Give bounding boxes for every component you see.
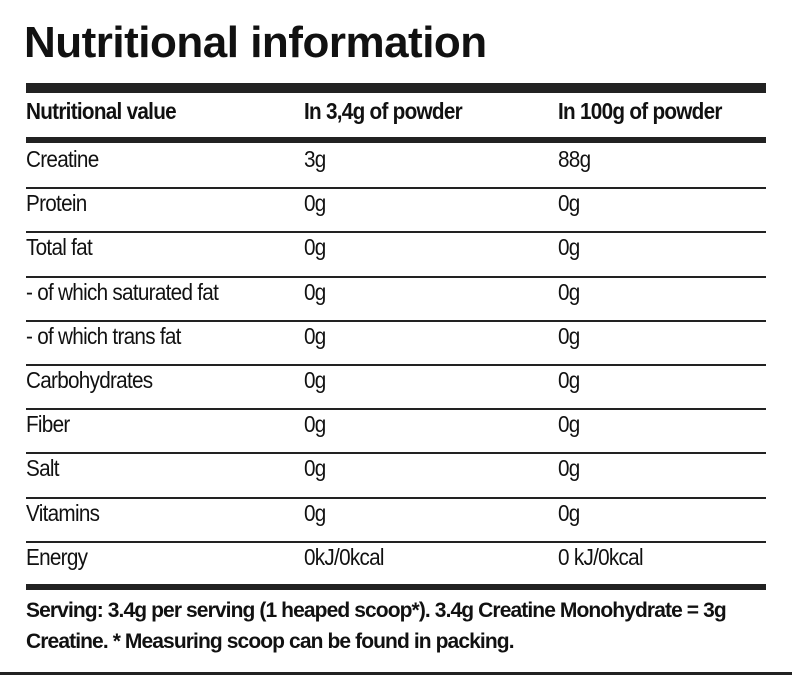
row-value: 0g — [558, 367, 580, 393]
row-label: - of which trans fat — [26, 322, 181, 349]
row-value: 0g — [558, 455, 580, 482]
row-value: 0g — [558, 499, 580, 526]
row-value: 0 kJ/0kcal — [558, 543, 644, 570]
bottom-rule — [0, 672, 792, 675]
row-value: 0g — [304, 234, 326, 261]
row-label: Fiber — [26, 411, 70, 438]
row-label: Creatine — [26, 146, 99, 172]
row-divider — [26, 275, 766, 278]
row-value: 0g — [558, 190, 580, 217]
row-divider — [26, 408, 766, 411]
row-value: 0g — [304, 190, 326, 217]
row-value: 0g — [304, 367, 326, 393]
row-value: 0g — [304, 278, 326, 305]
row-label: Total fat — [26, 234, 93, 261]
row-value: 0g — [558, 411, 580, 438]
header-rule — [26, 137, 766, 143]
row-divider — [26, 496, 766, 499]
row-divider — [26, 364, 766, 366]
row-value: 0g — [304, 499, 326, 526]
row-label: Salt — [26, 455, 60, 482]
row-label: Carbohydrates — [26, 367, 153, 393]
row-label: Protein — [26, 190, 87, 217]
row-divider — [26, 540, 766, 543]
row-value: 0g — [558, 278, 580, 305]
footnote: Serving: 3.4g per serving (1 heaped scoo… — [26, 599, 727, 653]
row-divider — [26, 319, 766, 322]
row-value: 3g — [304, 146, 326, 172]
header-cell: In 100g of powder — [558, 98, 722, 124]
row-label: Vitamins — [26, 499, 100, 526]
row-value: 88g — [558, 146, 591, 172]
table-bottom-rule — [26, 584, 766, 590]
row-divider — [26, 187, 766, 190]
row-value: 0g — [304, 411, 326, 438]
top-rule — [26, 83, 766, 93]
row-value: 0g — [558, 234, 580, 261]
row-value: 0g — [304, 322, 326, 349]
row-divider — [26, 231, 766, 234]
header-cell: Nutritional value — [26, 98, 177, 124]
row-value: 0kJ/0kcal — [304, 543, 385, 570]
row-value: 0g — [304, 455, 326, 482]
title: Nutritional information — [24, 18, 487, 67]
header-cell: In 3,4g of powder — [304, 98, 463, 124]
row-label: Energy — [26, 543, 88, 570]
row-label: - of which saturated fat — [26, 278, 219, 305]
row-value: 0g — [558, 322, 580, 349]
row-divider — [26, 452, 766, 455]
